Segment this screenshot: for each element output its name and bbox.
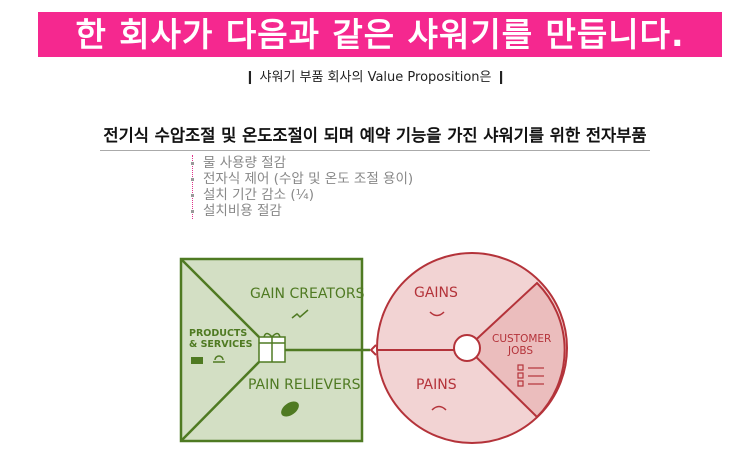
gains-label: GAINS — [414, 285, 458, 301]
pill-icon — [281, 401, 299, 417]
gift-icon — [258, 332, 286, 363]
subtitle: ❙ 샤워기 부품 회사의 Value Proposition은 ❙ — [244, 70, 507, 85]
checklist-icon — [517, 364, 544, 387]
pain-relievers-label: PAIN RELIEVERS — [248, 377, 361, 393]
frown-icon — [431, 405, 447, 411]
list-item: 설치 기간 감소 (¼) — [190, 187, 413, 203]
headline: 전기식 수압조절 및 온도조절이 되며 예약 기능을 가진 샤워기를 위한 전자… — [100, 122, 650, 151]
products-services-label: PRODUCTS — [189, 328, 247, 339]
customer-profile — [369, 252, 568, 444]
customer-jobs-label: CUSTOMER — [492, 333, 551, 345]
page-title: 한 회사가 다음과 같은 샤워기를 만듭니다. — [38, 12, 722, 57]
customer-jobs-label-2: JOBS — [507, 345, 533, 357]
list-item: 전자식 제어 (수압 및 온도 조절 용이) — [190, 171, 413, 187]
gain-creators-label: GAIN CREATORS — [250, 286, 365, 302]
barcode-icon — [191, 357, 203, 364]
products-services-label-2: & SERVICES — [189, 339, 253, 350]
list-item: 설치비용 절감 — [190, 203, 413, 219]
service-bell-icon — [213, 355, 225, 363]
arrow-up-icon — [291, 309, 309, 319]
pains-label: PAINS — [416, 377, 457, 393]
smile-icon — [429, 311, 445, 317]
bullet-list: 물 사용량 절감 전자식 제어 (수압 및 온도 조절 용이) 설치 기간 감소… — [190, 155, 413, 219]
list-item: 물 사용량 절감 — [190, 155, 413, 171]
